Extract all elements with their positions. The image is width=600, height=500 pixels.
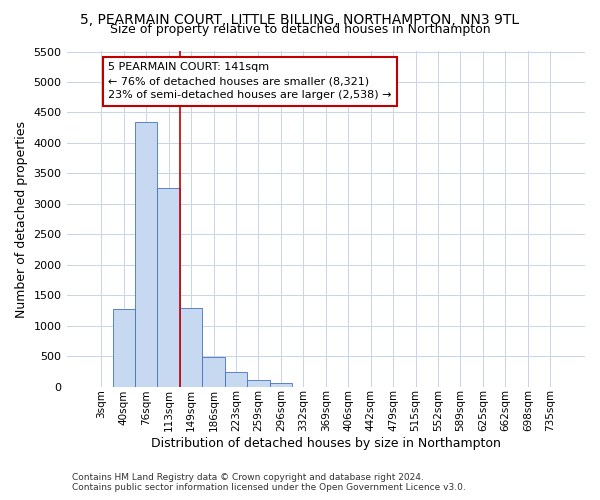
Text: 5, PEARMAIN COURT, LITTLE BILLING, NORTHAMPTON, NN3 9TL: 5, PEARMAIN COURT, LITTLE BILLING, NORTH… [80, 12, 520, 26]
Y-axis label: Number of detached properties: Number of detached properties [15, 120, 28, 318]
Bar [157, 188, 180, 386]
Bar [269, 383, 292, 386]
Text: 5 PEARMAIN COURT: 141sqm
← 76% of detached houses are smaller (8,321)
23% of sem: 5 PEARMAIN COURT: 141sqm ← 76% of detach… [108, 62, 392, 100]
Text: Size of property relative to detached houses in Northampton: Size of property relative to detached ho… [110, 24, 490, 36]
Bar [225, 372, 247, 386]
Bar [135, 122, 157, 386]
Bar [180, 308, 202, 386]
Bar [113, 309, 135, 386]
Bar [202, 358, 225, 386]
Bar [247, 380, 269, 386]
Text: Contains HM Land Registry data © Crown copyright and database right 2024.
Contai: Contains HM Land Registry data © Crown c… [72, 473, 466, 492]
X-axis label: Distribution of detached houses by size in Northampton: Distribution of detached houses by size … [151, 437, 501, 450]
